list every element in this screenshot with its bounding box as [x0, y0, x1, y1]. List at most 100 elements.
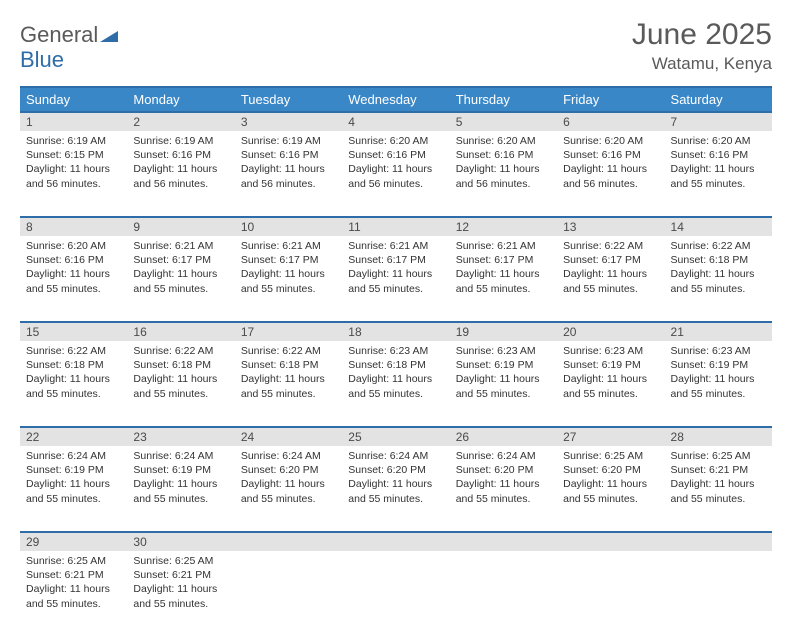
day-cell: Sunrise: 6:21 AMSunset: 6:17 PMDaylight:…: [235, 236, 342, 322]
day-details: Sunrise: 6:20 AMSunset: 6:16 PMDaylight:…: [665, 131, 772, 197]
weekday-header: Wednesday: [342, 87, 449, 112]
day-number: 25: [342, 427, 449, 446]
day-details: Sunrise: 6:20 AMSunset: 6:16 PMDaylight:…: [450, 131, 557, 197]
day-details: Sunrise: 6:19 AMSunset: 6:16 PMDaylight:…: [235, 131, 342, 197]
month-title: June 2025: [632, 18, 772, 52]
day-details: Sunrise: 6:23 AMSunset: 6:18 PMDaylight:…: [342, 341, 449, 407]
day-details: Sunrise: 6:22 AMSunset: 6:18 PMDaylight:…: [235, 341, 342, 407]
day-body-row: Sunrise: 6:20 AMSunset: 6:16 PMDaylight:…: [20, 236, 772, 322]
day-number: 3: [235, 112, 342, 131]
logo-main: General: [20, 22, 98, 47]
day-number: 22: [20, 427, 127, 446]
day-details: Sunrise: 6:20 AMSunset: 6:16 PMDaylight:…: [20, 236, 127, 302]
day-number: 6: [557, 112, 664, 131]
day-number: 30: [127, 532, 234, 551]
weekday-header: Tuesday: [235, 87, 342, 112]
empty-day-number: [665, 532, 772, 551]
day-number-row: 1234567: [20, 112, 772, 131]
day-number: 2: [127, 112, 234, 131]
empty-day-number: [235, 532, 342, 551]
day-details: Sunrise: 6:19 AMSunset: 6:15 PMDaylight:…: [20, 131, 127, 197]
day-number: 11: [342, 217, 449, 236]
day-details: Sunrise: 6:23 AMSunset: 6:19 PMDaylight:…: [665, 341, 772, 407]
day-cell: Sunrise: 6:19 AMSunset: 6:16 PMDaylight:…: [235, 131, 342, 217]
logo-accent: Blue: [20, 47, 64, 72]
weekday-header: Saturday: [665, 87, 772, 112]
day-number: 28: [665, 427, 772, 446]
day-number: 15: [20, 322, 127, 341]
empty-day-cell: [557, 551, 664, 637]
day-number: 14: [665, 217, 772, 236]
day-details: Sunrise: 6:23 AMSunset: 6:19 PMDaylight:…: [450, 341, 557, 407]
day-cell: Sunrise: 6:23 AMSunset: 6:18 PMDaylight:…: [342, 341, 449, 427]
day-cell: Sunrise: 6:24 AMSunset: 6:20 PMDaylight:…: [450, 446, 557, 532]
empty-day-number: [450, 532, 557, 551]
day-number: 17: [235, 322, 342, 341]
day-number: 26: [450, 427, 557, 446]
weekday-header: Friday: [557, 87, 664, 112]
day-cell: Sunrise: 6:24 AMSunset: 6:20 PMDaylight:…: [235, 446, 342, 532]
day-number: 19: [450, 322, 557, 341]
title-block: June 2025 Watamu, Kenya: [632, 18, 772, 74]
day-cell: Sunrise: 6:20 AMSunset: 6:16 PMDaylight:…: [665, 131, 772, 217]
day-cell: Sunrise: 6:25 AMSunset: 6:21 PMDaylight:…: [665, 446, 772, 532]
day-cell: Sunrise: 6:20 AMSunset: 6:16 PMDaylight:…: [450, 131, 557, 217]
weekday-header: Monday: [127, 87, 234, 112]
day-number-row: 891011121314: [20, 217, 772, 236]
logo: General Blue: [20, 24, 118, 72]
day-body-row: Sunrise: 6:22 AMSunset: 6:18 PMDaylight:…: [20, 341, 772, 427]
day-number: 9: [127, 217, 234, 236]
day-details: Sunrise: 6:24 AMSunset: 6:19 PMDaylight:…: [127, 446, 234, 512]
day-cell: Sunrise: 6:22 AMSunset: 6:18 PMDaylight:…: [20, 341, 127, 427]
day-number: 7: [665, 112, 772, 131]
day-details: Sunrise: 6:21 AMSunset: 6:17 PMDaylight:…: [235, 236, 342, 302]
empty-day-number: [557, 532, 664, 551]
day-cell: Sunrise: 6:24 AMSunset: 6:20 PMDaylight:…: [342, 446, 449, 532]
empty-day-cell: [342, 551, 449, 637]
day-cell: Sunrise: 6:25 AMSunset: 6:21 PMDaylight:…: [20, 551, 127, 637]
day-number: 27: [557, 427, 664, 446]
day-details: Sunrise: 6:22 AMSunset: 6:17 PMDaylight:…: [557, 236, 664, 302]
day-number: 10: [235, 217, 342, 236]
day-cell: Sunrise: 6:23 AMSunset: 6:19 PMDaylight:…: [665, 341, 772, 427]
day-details: Sunrise: 6:25 AMSunset: 6:20 PMDaylight:…: [557, 446, 664, 512]
day-number: 16: [127, 322, 234, 341]
day-number-row: 2930: [20, 532, 772, 551]
day-number: 13: [557, 217, 664, 236]
day-details: Sunrise: 6:21 AMSunset: 6:17 PMDaylight:…: [450, 236, 557, 302]
day-details: Sunrise: 6:21 AMSunset: 6:17 PMDaylight:…: [342, 236, 449, 302]
day-body-row: Sunrise: 6:25 AMSunset: 6:21 PMDaylight:…: [20, 551, 772, 637]
day-number: 29: [20, 532, 127, 551]
empty-day-cell: [665, 551, 772, 637]
header: General Blue June 2025 Watamu, Kenya: [20, 18, 772, 74]
day-cell: Sunrise: 6:21 AMSunset: 6:17 PMDaylight:…: [342, 236, 449, 322]
day-cell: Sunrise: 6:22 AMSunset: 6:18 PMDaylight:…: [127, 341, 234, 427]
day-cell: Sunrise: 6:22 AMSunset: 6:17 PMDaylight:…: [557, 236, 664, 322]
weekday-header-row: SundayMondayTuesdayWednesdayThursdayFrid…: [20, 87, 772, 112]
location: Watamu, Kenya: [632, 54, 772, 74]
day-details: Sunrise: 6:22 AMSunset: 6:18 PMDaylight:…: [127, 341, 234, 407]
day-number-row: 22232425262728: [20, 427, 772, 446]
day-cell: Sunrise: 6:19 AMSunset: 6:15 PMDaylight:…: [20, 131, 127, 217]
day-cell: Sunrise: 6:21 AMSunset: 6:17 PMDaylight:…: [127, 236, 234, 322]
weekday-header: Sunday: [20, 87, 127, 112]
day-number: 18: [342, 322, 449, 341]
day-cell: Sunrise: 6:20 AMSunset: 6:16 PMDaylight:…: [557, 131, 664, 217]
day-body-row: Sunrise: 6:24 AMSunset: 6:19 PMDaylight:…: [20, 446, 772, 532]
day-details: Sunrise: 6:24 AMSunset: 6:20 PMDaylight:…: [235, 446, 342, 512]
day-cell: Sunrise: 6:24 AMSunset: 6:19 PMDaylight:…: [127, 446, 234, 532]
day-details: Sunrise: 6:20 AMSunset: 6:16 PMDaylight:…: [557, 131, 664, 197]
day-number-row: 15161718192021: [20, 322, 772, 341]
calendar-table: SundayMondayTuesdayWednesdayThursdayFrid…: [20, 86, 772, 637]
day-cell: Sunrise: 6:22 AMSunset: 6:18 PMDaylight:…: [235, 341, 342, 427]
day-details: Sunrise: 6:19 AMSunset: 6:16 PMDaylight:…: [127, 131, 234, 197]
day-details: Sunrise: 6:20 AMSunset: 6:16 PMDaylight:…: [342, 131, 449, 197]
day-cell: Sunrise: 6:23 AMSunset: 6:19 PMDaylight:…: [450, 341, 557, 427]
day-number: 5: [450, 112, 557, 131]
day-number: 20: [557, 322, 664, 341]
day-cell: Sunrise: 6:20 AMSunset: 6:16 PMDaylight:…: [342, 131, 449, 217]
day-details: Sunrise: 6:21 AMSunset: 6:17 PMDaylight:…: [127, 236, 234, 302]
day-number: 24: [235, 427, 342, 446]
day-details: Sunrise: 6:24 AMSunset: 6:20 PMDaylight:…: [342, 446, 449, 512]
day-details: Sunrise: 6:24 AMSunset: 6:20 PMDaylight:…: [450, 446, 557, 512]
